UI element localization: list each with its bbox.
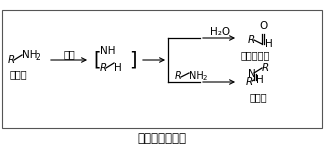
Text: H: H: [265, 39, 273, 49]
Text: アミン: アミン: [9, 69, 27, 79]
Text: H: H: [114, 63, 122, 73]
Text: R: R: [175, 71, 182, 81]
Text: NH: NH: [189, 71, 204, 81]
Text: ]: ]: [129, 51, 136, 69]
Text: R: R: [8, 55, 15, 65]
Text: 2: 2: [203, 75, 207, 81]
Text: 2: 2: [36, 52, 41, 62]
Text: 酸化: 酸化: [63, 49, 75, 59]
Text: N: N: [248, 69, 256, 79]
Text: R: R: [100, 63, 107, 73]
Text: 本研究の概念図: 本研究の概念図: [137, 132, 187, 144]
Text: NH: NH: [100, 46, 116, 56]
Text: H: H: [256, 75, 264, 85]
Text: [: [: [93, 51, 100, 69]
FancyBboxPatch shape: [2, 10, 322, 128]
Text: R: R: [248, 35, 255, 45]
Text: O: O: [259, 21, 267, 31]
Text: H₂O: H₂O: [210, 27, 230, 37]
Text: イミン: イミン: [249, 92, 267, 102]
Text: R: R: [262, 63, 269, 73]
Text: アルデヒド: アルデヒド: [240, 50, 270, 60]
Text: NH: NH: [22, 50, 37, 60]
Text: R: R: [246, 77, 253, 87]
